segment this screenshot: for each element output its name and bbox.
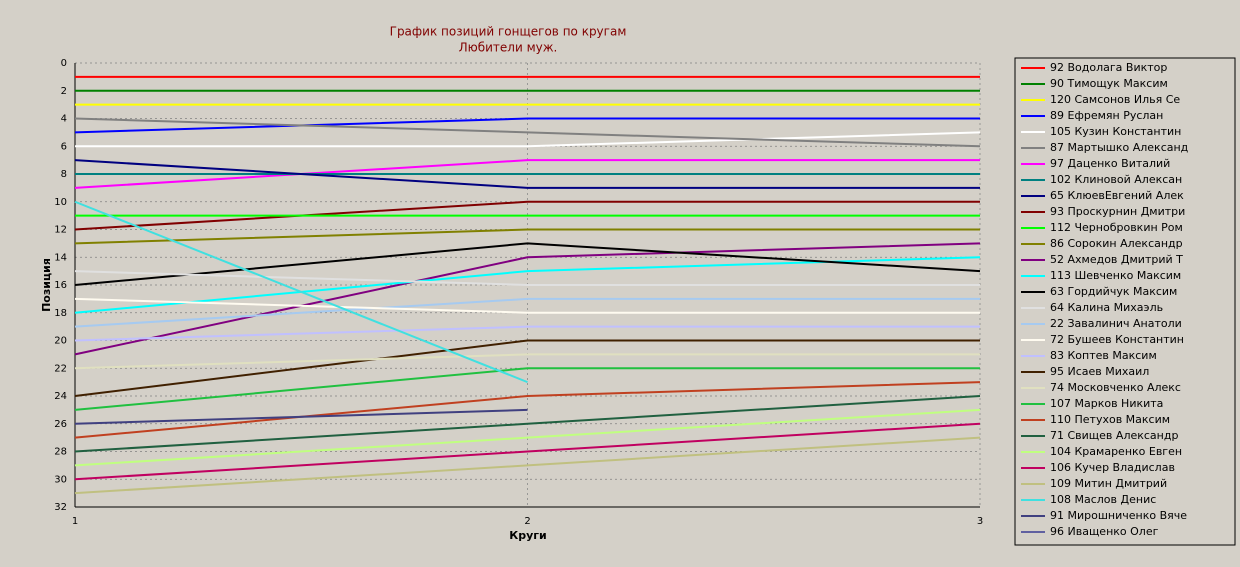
legend-label: 64 Калина Михаэль [1050, 301, 1163, 314]
series-line [74, 117, 980, 134]
legend-label: 92 Водолага Виктор [1050, 61, 1167, 74]
y-tick-label: 8 [61, 169, 67, 180]
series-line [74, 117, 981, 148]
series-line [74, 159, 980, 189]
legend-label: 83 Коптев Максим [1050, 349, 1157, 362]
legend-label: 104 Крамаренко Евген [1050, 445, 1182, 458]
series-line [74, 228, 980, 245]
y-tick-label: 20 [54, 336, 67, 347]
series-line [74, 436, 981, 495]
x-tick-label: 2 [524, 516, 530, 527]
legend-label: 102 Клиновой Алексан [1050, 173, 1182, 186]
y-tick-label: 12 [54, 225, 67, 236]
series-line [74, 242, 981, 356]
series-line [74, 200, 980, 231]
series-line [74, 367, 980, 411]
legend-label: 63 Гордийчук Максим [1050, 285, 1177, 298]
legend-label: 110 Петухов Максим [1050, 413, 1170, 426]
series-line [74, 297, 980, 314]
series-line [74, 408, 981, 467]
legend-label: 108 Маслов Денис [1050, 493, 1156, 506]
legend-label: 52 Ахмедов Дмитрий Т [1050, 253, 1183, 266]
legend-label: 71 Свищев Александр [1050, 429, 1178, 442]
y-tick-label: 18 [54, 308, 67, 319]
legend-label: 109 Митин Дмитрий [1050, 477, 1167, 490]
legend-label: 107 Марков Никита [1050, 397, 1163, 410]
series-line [75, 131, 981, 148]
y-tick-label: 26 [54, 419, 67, 430]
y-tick-label: 22 [54, 363, 67, 374]
series-line [74, 422, 981, 481]
legend-label: 106 Кучер Владислав [1050, 461, 1175, 474]
x-axis-label: Круги [509, 529, 547, 542]
legend-label: 74 Московченко Алекс [1050, 381, 1181, 394]
y-axis-label: Позиция [40, 258, 53, 312]
series-line [74, 270, 980, 286]
series-line [74, 381, 981, 439]
y-tick-label: 30 [54, 474, 67, 485]
y-tick-label: 16 [54, 280, 67, 291]
legend-label: 86 Сорокин Александр [1050, 237, 1183, 250]
legend-box [1014, 57, 1236, 546]
series-line [74, 325, 980, 342]
chart-subtitle: Любители муж. [459, 41, 558, 55]
y-tick-label: 4 [61, 114, 67, 125]
series-line [74, 395, 981, 453]
legend-label: 120 Самсонов Илья Се [1050, 93, 1180, 106]
legend-label: 112 Чернобровкин Ром [1050, 221, 1183, 234]
legend-label: 91 Мирошниченко Вяче [1050, 509, 1187, 522]
y-tick-label: 32 [54, 502, 67, 513]
chart-title: График позиций гонщегов по кругам [390, 25, 627, 39]
series-line [74, 353, 980, 370]
y-tick-label: 10 [54, 197, 67, 208]
y-tick-label: 14 [54, 252, 67, 263]
legend-label: 72 Бушеев Константин [1050, 333, 1184, 346]
series-line [74, 408, 528, 425]
y-tick-label: 0 [61, 58, 67, 69]
x-tick-label: 1 [72, 516, 78, 527]
legend-label: 87 Мартышко Александ [1050, 141, 1189, 154]
series-line [74, 339, 980, 397]
y-tick-label: 24 [54, 391, 67, 402]
y-tick-label: 6 [61, 141, 67, 152]
x-tick-label: 3 [977, 516, 983, 527]
y-tick-label: 2 [61, 86, 67, 97]
legend-label: 89 Ефремян Руслан [1050, 109, 1163, 122]
series-line [74, 200, 528, 384]
y-tick-label: 28 [54, 447, 67, 458]
series-line [74, 242, 981, 286]
legend-label: 95 Исаев Михаил [1050, 365, 1149, 378]
legend-label: 97 Даценко Виталий [1050, 157, 1170, 170]
legend-label: 22 Завалинич Анатоли [1050, 317, 1182, 330]
legend-label: 96 Иващенко Олег [1050, 525, 1159, 538]
legend-label: 93 Проскурнин Дмитри [1050, 205, 1185, 218]
legend-label: 113 Шевченко Максим [1050, 269, 1181, 282]
legend-label: 90 Тимощук Максим [1050, 77, 1168, 90]
legend-label: 65 КлюевЕвгений Алек [1050, 189, 1184, 202]
legend-label: 105 Кузин Константин [1050, 125, 1181, 138]
series-line [74, 159, 980, 189]
series-line [74, 297, 980, 328]
